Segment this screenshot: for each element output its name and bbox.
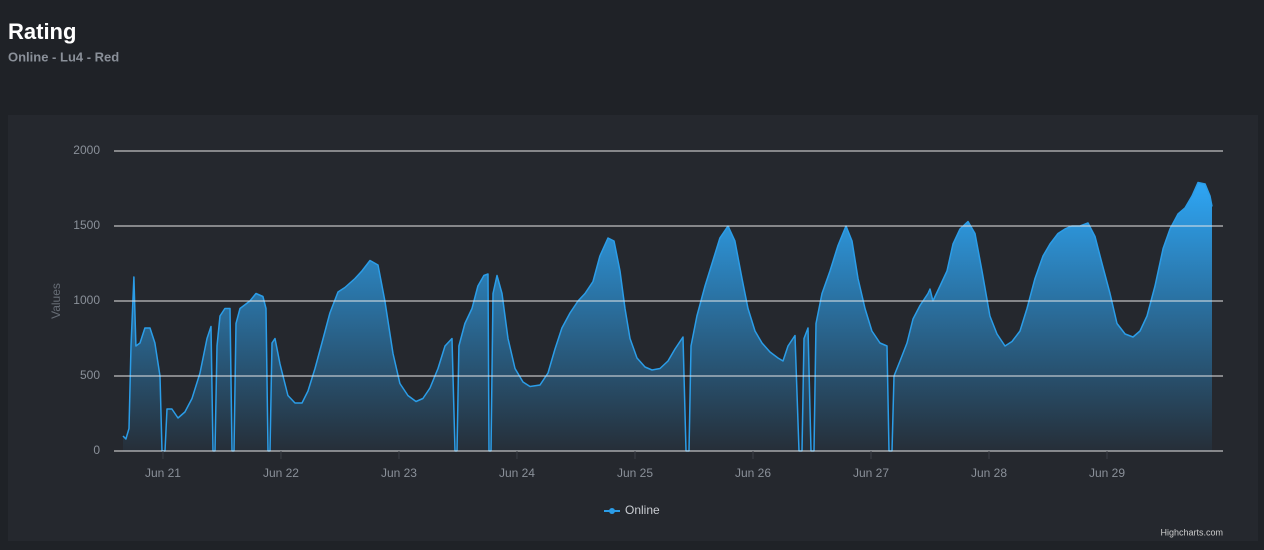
x-tick-label: Jun 25 bbox=[617, 466, 653, 480]
x-tick-label: Jun 27 bbox=[853, 466, 889, 480]
x-tick-label: Jun 28 bbox=[971, 466, 1007, 480]
x-tick-label: Jun 29 bbox=[1089, 466, 1125, 480]
y-tick-label: 1500 bbox=[73, 218, 100, 232]
legend-symbol-marker bbox=[609, 508, 615, 514]
x-tick-label: Jun 21 bbox=[145, 466, 181, 480]
chart-subtitle: Online - Lu4 - Red bbox=[8, 49, 119, 64]
chart-title: Rating bbox=[8, 19, 76, 44]
plot-area bbox=[122, 181, 1213, 452]
legend-label[interactable]: Online bbox=[625, 503, 660, 517]
area-fill bbox=[123, 182, 1212, 451]
x-tick-label: Jun 24 bbox=[499, 466, 535, 480]
y-tick-label: 2000 bbox=[73, 143, 100, 157]
x-tick-label: Jun 23 bbox=[381, 466, 417, 480]
series-line bbox=[122, 181, 1213, 452]
x-tick-label: Jun 26 bbox=[735, 466, 771, 480]
y-tick-label: 500 bbox=[80, 368, 100, 382]
y-tick-label: 0 bbox=[93, 443, 100, 457]
y-tick-label: 1000 bbox=[73, 293, 100, 307]
x-tick-label: Jun 22 bbox=[263, 466, 299, 480]
y-axis-title: Values bbox=[49, 283, 63, 319]
credits: Highcharts.com bbox=[1160, 527, 1223, 537]
